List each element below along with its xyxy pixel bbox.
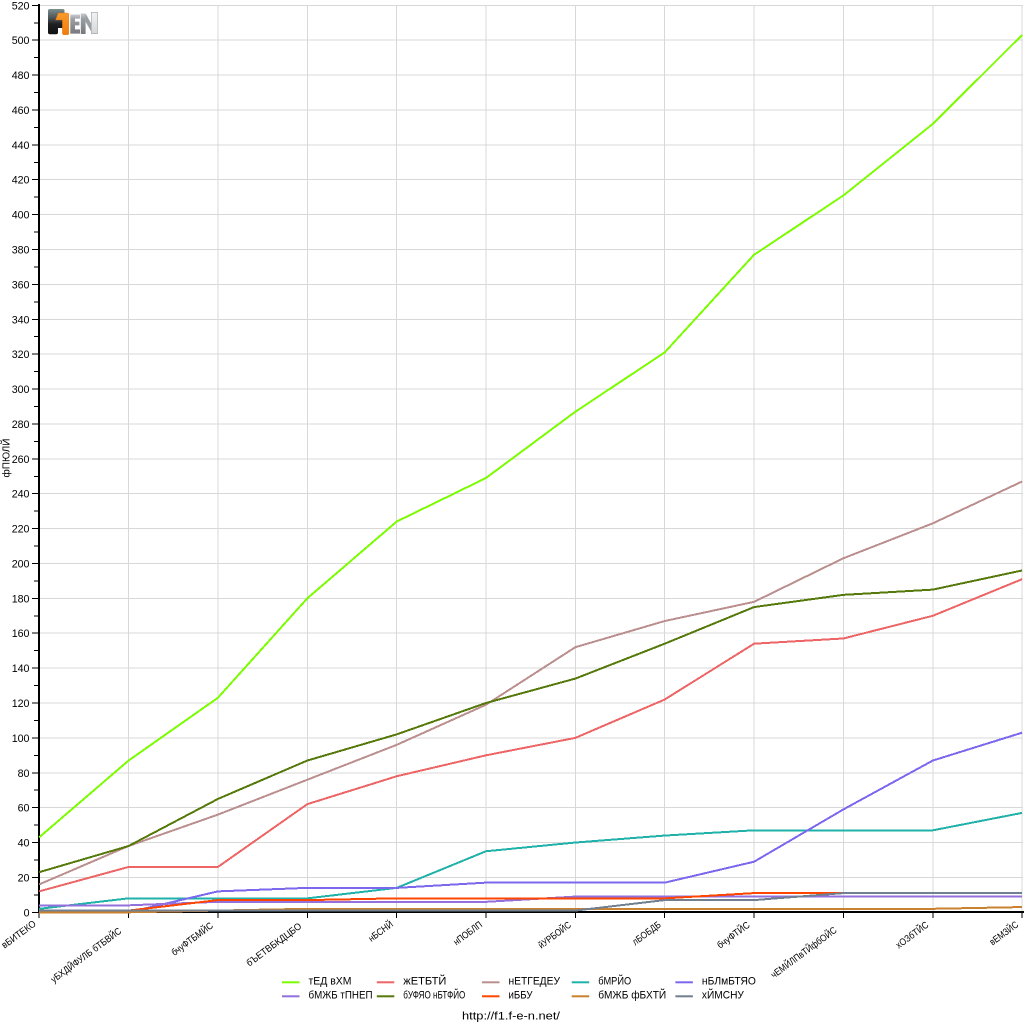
svg-text:20: 20 [18,872,30,884]
svg-text:240: 240 [12,489,30,501]
svg-text:фПЮЛЙ: фПЮЛЙ [0,439,13,478]
svg-text:хЙМСНУ: хЙМСНУ [702,989,745,1002]
svg-text:300: 300 [12,384,30,396]
svg-text:бУФЯО нБТФЙО: бУФЯО нБТФЙО [403,989,465,1002]
svg-text:иББУ: иББУ [509,990,534,1002]
svg-text:нЕТГЕДЕУ: нЕТГЕДЕУ [509,976,561,988]
svg-text:60: 60 [18,803,30,815]
svg-text:бМЖБ фБХТЙ: бМЖБ фБХТЙ [598,989,666,1002]
svg-text:бМРЙО: бМРЙО [598,975,631,988]
svg-text:40: 40 [18,838,30,850]
svg-text:http://f1.f-e-n.net/: http://f1.f-e-n.net/ [462,1011,561,1023]
svg-text:бМЖБ тПНЕП: бМЖБ тПНЕП [309,990,373,1002]
svg-text:чЕМЙЛПвТЙфбОЙС: чЕМЙЛПвТЙфбОЙС [769,924,840,981]
svg-text:лБОБДБ: лБОБДБ [630,920,663,948]
svg-text:вЕМЗЙС: вЕМЗЙС [987,919,1021,948]
svg-text:280: 280 [12,419,30,431]
svg-text:йУРБОЙС: йУРБОЙС [536,919,574,951]
svg-text:бчуФТЙС: бчуФТЙС [715,919,753,951]
svg-text:200: 200 [12,558,30,570]
svg-text:360: 360 [12,279,30,291]
svg-text:120: 120 [12,698,30,710]
svg-text:260: 260 [12,454,30,466]
svg-text:340: 340 [12,314,30,326]
svg-text:80: 80 [18,768,30,780]
svg-text:уБХДЙФУЛБ бТБВЙС: уБХДЙФУЛБ бТБВЙС [48,925,123,985]
svg-text:хОЗбТЙС: хОЗбТЙС [893,919,931,951]
svg-text:бЪЕТВБКДЦБО: бЪЕТВБКДЦБО [244,921,304,969]
svg-text:220: 220 [12,524,30,536]
svg-text:480: 480 [12,70,30,82]
svg-text:460: 460 [12,105,30,117]
svg-text:жЕТБТЙ: жЕТБТЙ [403,975,446,988]
svg-text:160: 160 [12,628,30,640]
svg-text:бчуФТБМЙС: бчуФТБМЙС [169,920,216,959]
svg-text:520: 520 [12,0,30,12]
svg-text:380: 380 [12,245,30,257]
svg-text:тЕД вХМ: тЕД вХМ [309,976,352,988]
svg-text:нБСНЙ: нБСНЙ [366,918,396,944]
svg-text:440: 440 [12,140,30,152]
svg-text:нПОБЛП: нПОБЛП [452,920,485,948]
svg-text:вБИТЕКО: вБИТЕКО [0,918,39,951]
svg-text:500: 500 [12,35,30,47]
svg-text:420: 420 [12,175,30,187]
svg-text:140: 140 [12,663,30,675]
svg-text:180: 180 [12,593,30,605]
svg-text:400: 400 [12,210,30,222]
svg-text:нБЛмБТЯО: нБЛмБТЯО [702,976,756,988]
svg-text:100: 100 [12,733,30,745]
svg-text:320: 320 [12,349,30,361]
svg-text:0: 0 [24,907,30,919]
